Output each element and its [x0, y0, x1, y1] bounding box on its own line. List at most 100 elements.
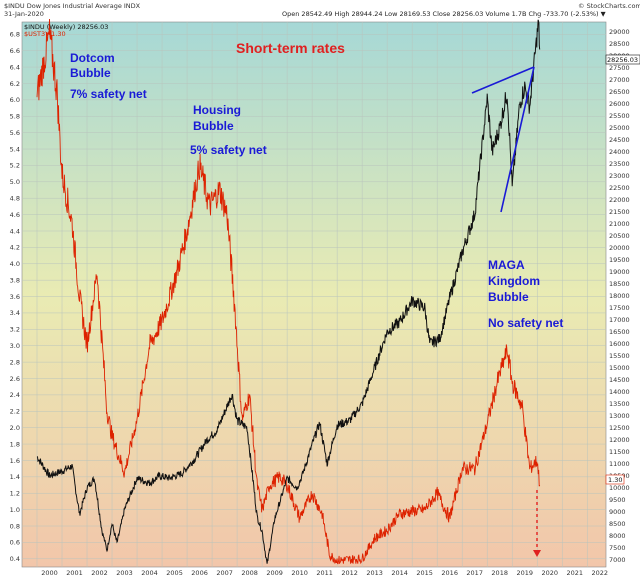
- left-tick-label: 5.0: [10, 178, 20, 186]
- right-tick-label: 18000: [609, 292, 630, 300]
- dotcom-safety-net: 7% safety net: [70, 87, 147, 101]
- left-tick-label: 4.4: [10, 227, 20, 235]
- right-tick-label: 16500: [609, 328, 630, 336]
- x-tick-label: 2018: [491, 569, 508, 576]
- left-tick-label: 6.4: [10, 63, 20, 71]
- right-tick-label: 15500: [609, 352, 630, 360]
- left-tick-label: 3.4: [10, 309, 20, 317]
- x-tick-label: 2022: [591, 569, 608, 576]
- x-tick-label: 2005: [166, 569, 183, 576]
- x-tick-label: 2007: [216, 569, 233, 576]
- right-tick-label: 23000: [609, 172, 630, 180]
- right-tick-label: 9000: [609, 508, 626, 516]
- left-tick-label: 4.6: [10, 211, 20, 219]
- x-tick-label: 2006: [191, 569, 208, 576]
- x-tick-label: 2010: [291, 569, 308, 576]
- watermark: © StockCharts.com: [578, 2, 640, 10]
- projection-arrow-head: [533, 550, 541, 557]
- x-tick-label: 2003: [116, 569, 133, 576]
- maga-safety-net: No safety net: [488, 316, 563, 330]
- housing-safety-net: 5% safety net: [190, 143, 267, 157]
- right-tick-label: 14000: [609, 388, 630, 396]
- right-tick-label: 21000: [609, 220, 630, 228]
- right-tick-label: 8500: [609, 520, 626, 528]
- left-tick-label: 5.4: [10, 145, 20, 153]
- left-tick-label: 1.6: [10, 457, 20, 465]
- x-tick-label: 2009: [266, 569, 283, 576]
- right-tick-label: 11000: [609, 460, 630, 468]
- maga-label-1: MAGA: [488, 258, 525, 272]
- left-tick-label: 3.0: [10, 342, 20, 350]
- left-tick-label: 4.8: [10, 195, 20, 203]
- left-tick-label: 2.2: [10, 408, 20, 416]
- left-tick-label: 6.8: [10, 31, 20, 39]
- left-tick-label: 4.0: [10, 260, 20, 268]
- right-tick-label: 15000: [609, 364, 630, 372]
- x-tick-label: 2019: [516, 569, 533, 576]
- right-tick-label: 13500: [609, 400, 630, 408]
- right-tick-label: 10000: [609, 484, 630, 492]
- ust-last-value-badge: [605, 474, 625, 485]
- right-tick-label: 24000: [609, 148, 630, 156]
- right-tick-label: 23500: [609, 160, 630, 168]
- right-tick-label: 8000: [609, 532, 626, 540]
- left-tick-label: 5.2: [10, 162, 20, 170]
- right-tick-label: 11500: [609, 448, 630, 456]
- ust-last-value: 1.30: [608, 476, 622, 484]
- left-tick-label: 3.6: [10, 293, 20, 301]
- ohlc-readout: Open 28542.49 High 28944.24 Low 28169.53…: [282, 10, 606, 18]
- right-tick-label: 27500: [609, 64, 630, 72]
- left-tick-label: 1.0: [10, 506, 20, 514]
- right-tick-label: 12500: [609, 424, 630, 432]
- x-axis: 2000 2001 2002 2003 2004 2005 2006 2007 2008 2009…: [41, 569, 608, 576]
- x-tick-label: 2002: [91, 569, 108, 576]
- x-tick-label: 2012: [341, 569, 358, 576]
- legend-ust: $UST3Y 1.30: [24, 30, 66, 38]
- right-tick-label: 7000: [609, 556, 626, 564]
- x-tick-label: 2015: [416, 569, 433, 576]
- left-tick-label: 5.6: [10, 129, 20, 137]
- left-tick-label: 1.2: [10, 490, 20, 498]
- legend-indu: $INDU (Weekly) 28256.03: [24, 23, 108, 31]
- right-tick-label: 18500: [609, 280, 630, 288]
- right-tick-label: 19000: [609, 268, 630, 276]
- right-tick-label: 17000: [609, 316, 630, 324]
- x-tick-label: 2008: [241, 569, 258, 576]
- left-tick-label: 3.2: [10, 326, 20, 334]
- maga-label-3: Bubble: [488, 290, 529, 304]
- right-tick-label: 16000: [609, 340, 630, 348]
- right-tick-label: 26000: [609, 100, 630, 108]
- ust3y-series-line: [36, 18, 541, 565]
- housing-label-1: Housing: [193, 103, 241, 117]
- x-tick-label: 2000: [41, 569, 58, 576]
- chart-title: Short-term rates: [236, 40, 345, 56]
- right-tick-label: 20500: [609, 232, 630, 240]
- right-tick-label: 20000: [609, 244, 630, 252]
- left-tick-label: 3.8: [10, 276, 20, 284]
- x-tick-label: 2014: [391, 569, 408, 576]
- x-tick-label: 2004: [141, 569, 158, 576]
- x-tick-label: 2020: [541, 569, 558, 576]
- left-tick-label: 2.4: [10, 391, 20, 399]
- left-tick-label: 0.6: [10, 539, 20, 547]
- right-tick-label: 27000: [609, 76, 630, 84]
- indu-last-value: 28256.03: [607, 56, 638, 64]
- x-tick-label: 2001: [66, 569, 83, 576]
- plot-background: [21, 21, 607, 568]
- grid: [22, 22, 606, 567]
- chart-date: 31-Jan-2020: [4, 10, 44, 18]
- dotcom-label-1: Dotcom: [70, 51, 115, 65]
- housing-label-2: Bubble: [193, 119, 234, 133]
- left-tick-label: 5.8: [10, 113, 20, 121]
- x-tick-label: 2011: [316, 569, 333, 576]
- left-tick-label: 2.0: [10, 424, 20, 432]
- x-tick-label: 2016: [441, 569, 458, 576]
- left-tick-label: 2.8: [10, 358, 20, 366]
- x-tick-label: 2013: [366, 569, 383, 576]
- x-tick-label: 2021: [566, 569, 583, 576]
- left-axis: 0.4 0.6 0.8 1.0 1.2 1.4 1.6 1.8 2.0 2.2 2.4 2.6 2.8 3…: [10, 31, 20, 564]
- left-tick-label: 6.0: [10, 96, 20, 104]
- trendline-lower: [500, 66, 535, 213]
- symbol-line: $INDU Dow Jones Industrial Average INDX: [4, 2, 141, 10]
- right-tick-label: 25000: [609, 124, 630, 132]
